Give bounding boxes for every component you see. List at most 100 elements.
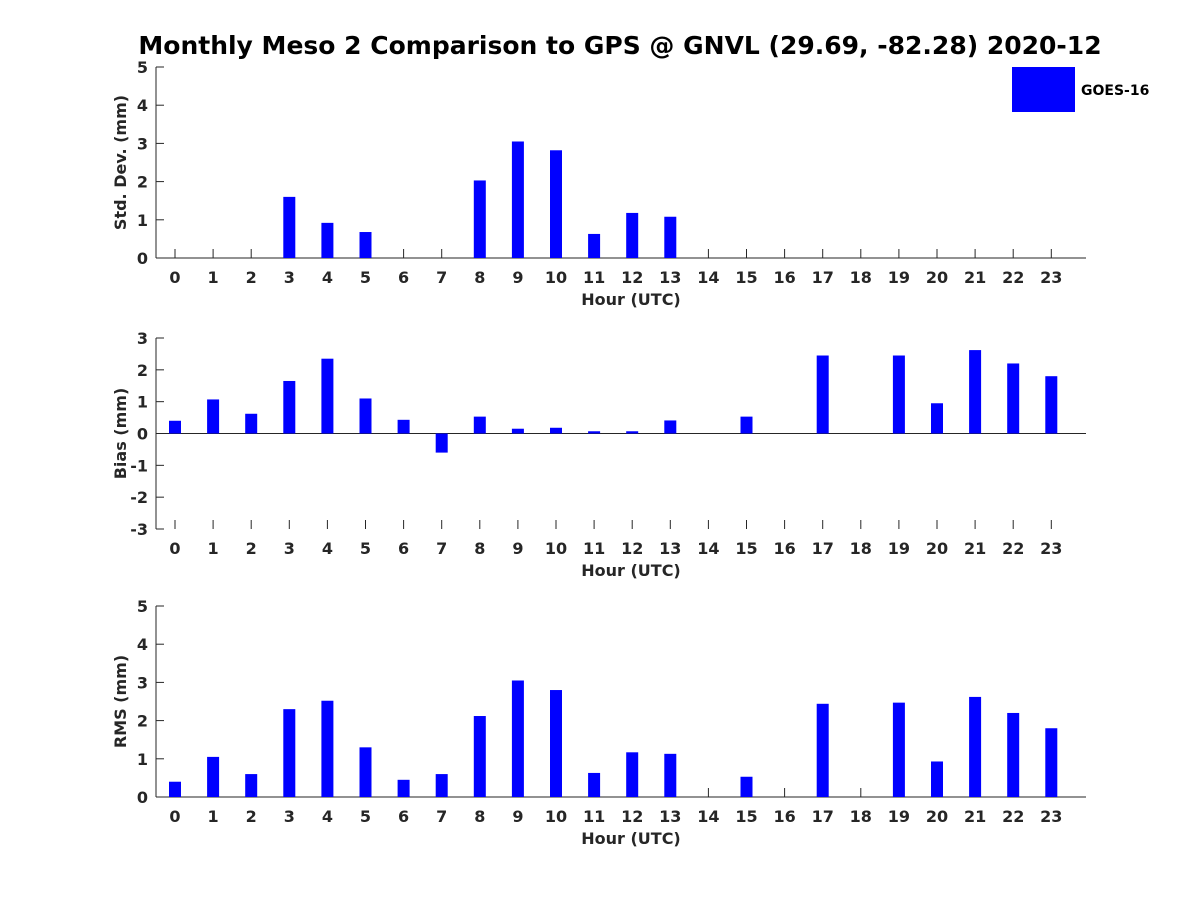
y-axis-label: Bias (mm) <box>111 388 130 480</box>
bar-bias-hour-5 <box>359 398 372 434</box>
x-tick-label: 8 <box>474 539 485 558</box>
figure-title: Monthly Meso 2 Comparison to GPS @ GNVL … <box>138 31 1101 60</box>
bar-std-dev-hour-3 <box>283 196 296 258</box>
bar-bias-hour-10 <box>550 427 562 434</box>
x-tick-label: 18 <box>850 539 872 558</box>
x-tick-label: 12 <box>621 539 643 558</box>
bar-std-dev-hour-8 <box>473 180 486 258</box>
legend-swatch-goes-16 <box>1012 67 1075 112</box>
x-tick-label: 15 <box>735 807 757 826</box>
x-tick-label: 13 <box>659 539 681 558</box>
bar-rms-hour-9 <box>511 680 524 797</box>
y-tick-label: -3 <box>130 520 148 539</box>
x-tick-label: 7 <box>436 268 447 287</box>
x-tick-label: 20 <box>926 539 948 558</box>
x-tick-label: 1 <box>208 268 219 287</box>
bar-rms-hour-21 <box>969 696 982 797</box>
x-tick-label: 11 <box>583 539 605 558</box>
bar-rms-hour-13 <box>664 753 677 797</box>
x-tick-label: 17 <box>812 807 834 826</box>
y-tick-label: 4 <box>137 635 148 654</box>
x-tick-label: 20 <box>926 807 948 826</box>
x-tick-label: 9 <box>512 807 523 826</box>
bar-rms-hour-2 <box>245 774 258 797</box>
x-tick-label: 14 <box>697 807 719 826</box>
y-tick-label: 5 <box>137 58 148 77</box>
x-tick-label: 18 <box>850 268 872 287</box>
x-tick-label: 15 <box>735 268 757 287</box>
x-tick-label: 2 <box>246 807 257 826</box>
legend: GOES-16 <box>1012 67 1149 112</box>
y-tick-label: 1 <box>137 750 148 769</box>
x-tick-label: 0 <box>169 268 180 287</box>
y-tick-label: 5 <box>137 597 148 616</box>
x-tick-label: 1 <box>208 539 219 558</box>
x-axis-label: Hour (UTC) <box>581 290 681 309</box>
x-tick-label: 11 <box>583 268 605 287</box>
bar-std-dev-hour-11 <box>588 233 601 258</box>
y-tick-label: 0 <box>137 425 148 444</box>
x-tick-label: 4 <box>322 807 333 826</box>
bar-std-dev-hour-5 <box>359 232 372 258</box>
x-tick-label: 4 <box>322 268 333 287</box>
x-tick-label: 7 <box>436 539 447 558</box>
bar-rms-hour-7 <box>435 774 448 797</box>
x-tick-label: 14 <box>697 539 719 558</box>
bar-bias-hour-20 <box>931 403 943 434</box>
bar-bias-hour-19 <box>892 355 905 434</box>
x-axis-label: Hour (UTC) <box>581 561 681 580</box>
bar-rms-hour-8 <box>473 716 486 797</box>
x-tick-label: 23 <box>1040 268 1062 287</box>
x-tick-label: 8 <box>474 268 485 287</box>
bar-rms-hour-0 <box>169 781 181 797</box>
x-tick-label: 10 <box>545 807 567 826</box>
x-tick-label: 5 <box>360 268 371 287</box>
x-tick-label: 13 <box>659 807 681 826</box>
x-tick-label: 19 <box>888 268 910 287</box>
x-tick-label: 6 <box>398 539 409 558</box>
x-tick-label: 22 <box>1002 268 1024 287</box>
x-tick-label: 15 <box>735 539 757 558</box>
x-tick-label: 6 <box>398 807 409 826</box>
x-tick-label: 19 <box>888 539 910 558</box>
bar-bias-hour-9 <box>511 428 524 434</box>
bar-bias-hour-21 <box>969 350 982 434</box>
bar-bias-hour-13 <box>664 420 677 434</box>
x-tick-label: 6 <box>398 268 409 287</box>
x-tick-label: 12 <box>621 807 643 826</box>
bar-rms-hour-22 <box>1007 712 1020 797</box>
x-tick-label: 2 <box>246 539 257 558</box>
x-tick-label: 14 <box>697 268 719 287</box>
bar-bias-hour-0 <box>169 420 181 434</box>
y-tick-label: 1 <box>137 393 148 412</box>
x-tick-label: 11 <box>583 807 605 826</box>
x-axis-label: Hour (UTC) <box>581 829 681 848</box>
x-tick-label: 16 <box>773 807 795 826</box>
legend-label-goes-16: GOES-16 <box>1081 83 1149 99</box>
x-tick-label: 9 <box>512 539 523 558</box>
bar-std-dev-hour-12 <box>626 212 639 258</box>
x-tick-label: 18 <box>850 807 872 826</box>
bar-rms-hour-17 <box>816 703 829 797</box>
x-tick-label: 3 <box>284 268 295 287</box>
bar-bias-hour-2 <box>245 413 258 434</box>
x-tick-label: 7 <box>436 807 447 826</box>
x-tick-label: 1 <box>208 807 219 826</box>
x-tick-label: 21 <box>964 807 986 826</box>
x-tick-label: 21 <box>964 268 986 287</box>
x-tick-label: 21 <box>964 539 986 558</box>
x-tick-label: 23 <box>1040 807 1062 826</box>
bar-bias-hour-17 <box>816 355 829 434</box>
bar-bias-hour-3 <box>283 380 296 434</box>
bar-bias-hour-1 <box>207 399 220 434</box>
y-tick-label: -1 <box>130 456 148 475</box>
bar-rms-hour-11 <box>588 772 601 797</box>
bar-rms-hour-12 <box>626 752 639 797</box>
x-tick-label: 19 <box>888 807 910 826</box>
x-tick-label: 10 <box>545 268 567 287</box>
bar-rms-hour-3 <box>283 709 296 797</box>
